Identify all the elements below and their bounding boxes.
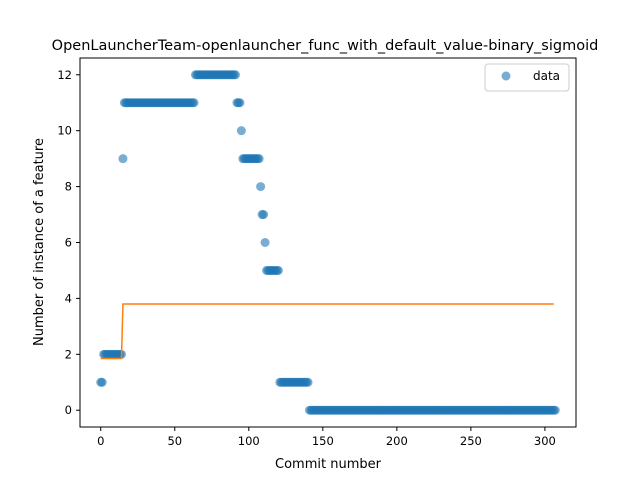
data-point [235,98,245,108]
x-tick-label: 100 [238,434,260,448]
axes-frame [79,57,577,428]
x-tick-label: 150 [312,434,334,448]
data-point [189,98,199,108]
fit-line [100,303,554,360]
legend-box [484,63,570,92]
y-tick-label: 0 [65,403,72,417]
x-tick-label: 300 [534,434,556,448]
y-axis-ticks: 0 2 4 6 8 10 12 [57,68,80,417]
y-tick-label: 4 [65,291,72,305]
plot-area [96,70,560,415]
chart-title: OpenLauncherTeam-openlauncher_func_with_… [52,38,599,54]
y-tick-label: 6 [65,236,72,250]
data-point [254,154,264,164]
y-tick-label: 10 [57,124,72,138]
data-point [118,154,128,164]
data-point [259,210,269,220]
x-tick-label: 200 [386,434,408,448]
y-tick-label: 8 [65,180,72,194]
legend: data [484,63,570,92]
x-tick-label: 0 [97,434,104,448]
data-point [550,405,560,415]
x-tick-label: 250 [460,434,482,448]
y-tick-label: 2 [65,347,72,361]
data-point [230,70,240,80]
y-tick-label: 12 [57,68,72,82]
legend-marker-data [501,71,511,81]
data-point [97,377,107,387]
data-point [256,182,266,192]
data-point [260,238,270,247]
data-point [273,265,283,275]
x-axis-label: Commit number [275,457,382,472]
x-axis-ticks: 0 50 100 150 200 250 300 [97,427,556,448]
x-tick-label: 50 [167,434,182,448]
data-point [236,126,246,136]
legend-label-data: data [533,69,560,83]
y-axis-label: Number of instance of a feature [32,138,47,346]
data-point [303,377,313,387]
